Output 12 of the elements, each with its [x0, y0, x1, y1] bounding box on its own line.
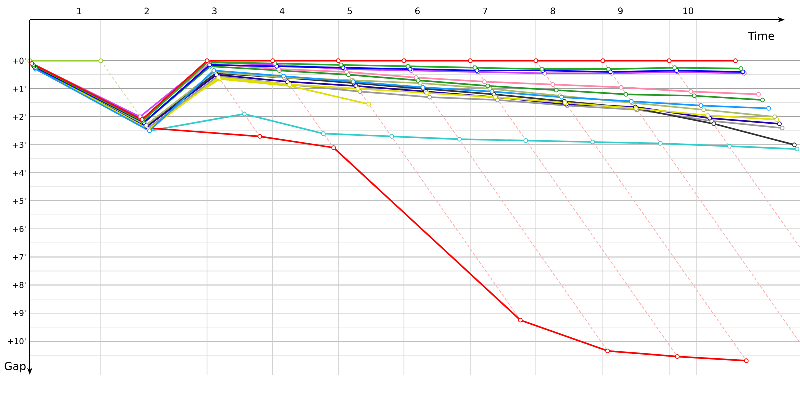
x-tick-label: 3 — [212, 8, 217, 14]
x-tick-label: 9 — [618, 8, 623, 14]
x-tick-label: 5 — [348, 8, 352, 14]
x-tick-label: 10 — [684, 8, 694, 14]
x-tick-label: 1 — [78, 8, 82, 14]
x-tick-label: 7 — [483, 8, 488, 14]
x-tick-label: 2 — [144, 8, 150, 14]
x-tick-label: 4 — [280, 8, 285, 14]
y-axis-title: Gap — [4, 362, 26, 373]
x-tick-label: 8 — [550, 8, 556, 14]
x-axis-title: Time — [748, 32, 774, 40]
x-tick-label: 6 — [415, 8, 420, 14]
